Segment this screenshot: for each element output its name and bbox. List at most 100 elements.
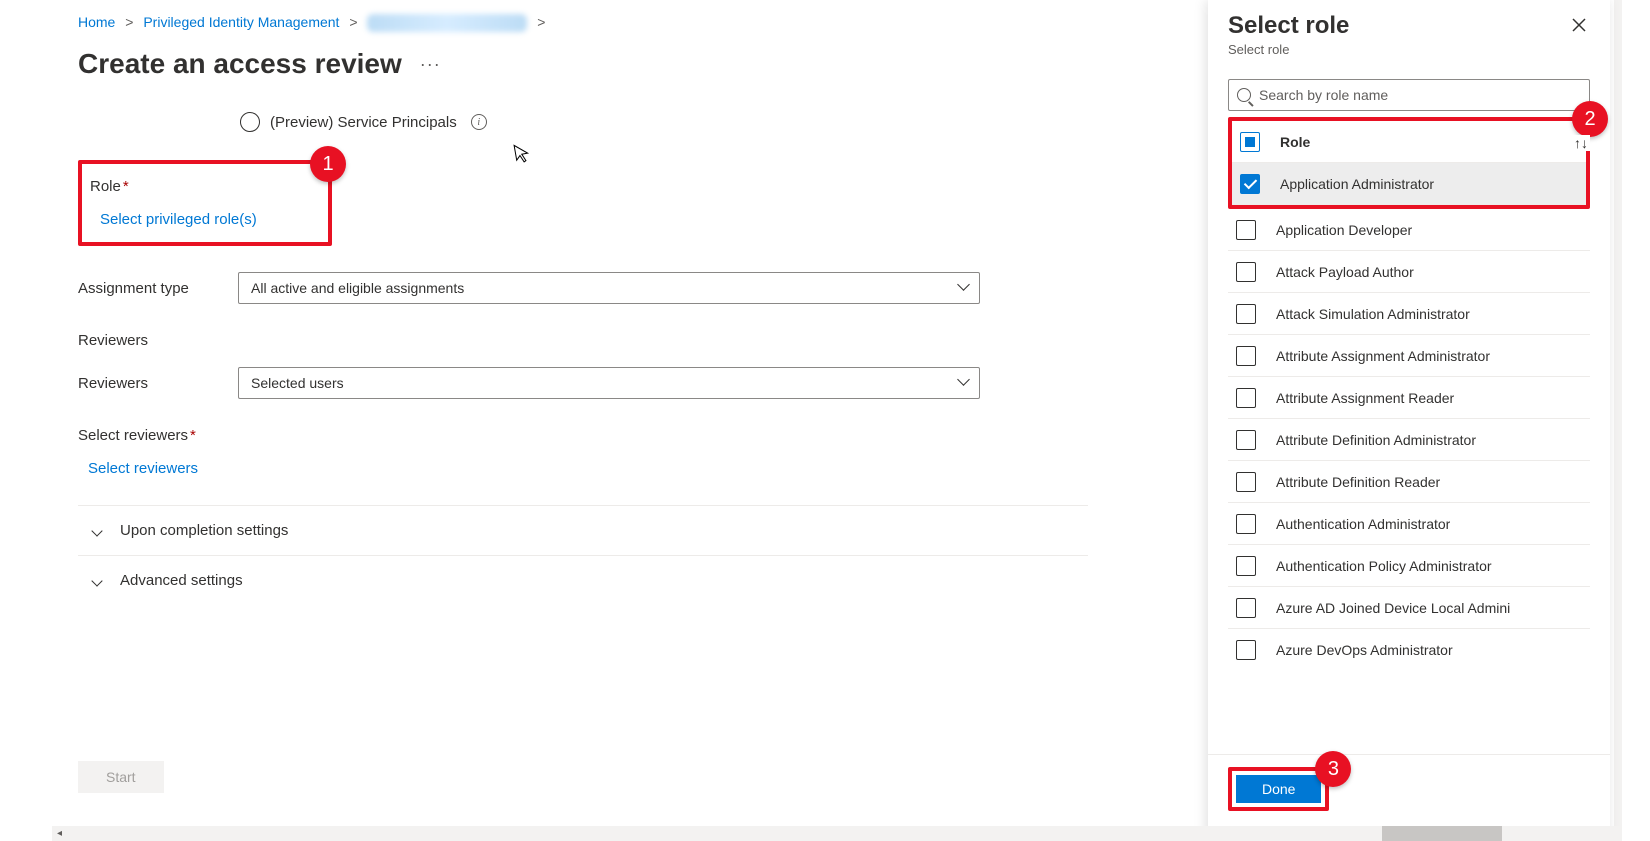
select-reviewers-link[interactable]: Select reviewers [88,460,1088,477]
role-row[interactable]: Authentication Administrator [1228,503,1590,545]
done-button-callout: 3 Done [1228,767,1329,811]
role-checkbox[interactable] [1236,262,1256,282]
footer-bar: Start [78,761,978,793]
callout-badge-3: 3 [1315,751,1351,787]
vertical-scrollbar[interactable] [1614,0,1622,841]
search-placeholder: Search by role name [1259,87,1388,103]
role-row[interactable]: Azure DevOps Administrator [1228,629,1590,671]
role-checkbox[interactable] [1236,640,1256,660]
scrollbar-thumb[interactable] [1382,826,1502,841]
breadcrumb-redacted [367,14,527,32]
chevron-down-icon [959,377,971,389]
role-name: Authentication Administrator [1276,516,1450,532]
role-checkbox[interactable] [1236,556,1256,576]
dropdown-value: Selected users [251,375,344,391]
radio-label: (Preview) Service Principals [270,114,457,131]
chevron-down-icon [90,577,104,585]
role-column-header[interactable]: Role [1232,121,1586,163]
role-row[interactable]: Application Developer [1228,209,1590,251]
role-checkbox[interactable] [1236,598,1256,618]
role-row[interactable]: Azure AD Joined Device Local Admini [1228,587,1590,629]
role-name: Azure AD Joined Device Local Admini [1276,600,1510,616]
select-reviewers-label: Select reviewers* [78,427,1088,444]
page-title: Create an access review [78,48,402,80]
reviewers-dropdown[interactable]: Selected users [238,367,980,399]
select-role-panel: Select role Select role Search by role n… [1208,0,1610,841]
horizontal-scrollbar[interactable]: ◂ [52,826,1622,841]
role-checkbox[interactable] [1236,472,1256,492]
role-row[interactable]: Attribute Definition Reader [1228,461,1590,503]
panel-footer: 3 Done [1208,754,1610,811]
start-button[interactable]: Start [78,761,164,793]
main-content: Home > Privileged Identity Management > … [0,0,1088,841]
role-row[interactable]: Attack Simulation Administrator [1228,293,1590,335]
chevron-down-icon [959,282,971,294]
role-checkbox[interactable] [1236,430,1256,450]
role-checkbox[interactable] [1236,514,1256,534]
reviewers-heading: Reviewers [78,332,1088,349]
column-header-label: Role [1280,134,1310,150]
close-icon[interactable] [1568,12,1590,41]
info-icon[interactable]: i [471,114,487,130]
role-field-label: Role* [90,178,316,195]
role-row[interactable]: Authentication Policy Administrator [1228,545,1590,587]
role-row[interactable]: Attribute Assignment Administrator [1228,335,1590,377]
dropdown-value: All active and eligible assignments [251,280,464,296]
select-roles-link[interactable]: Select privileged role(s) [100,211,316,228]
role-name: Attribute Definition Administrator [1276,432,1476,448]
search-icon [1237,88,1251,102]
role-row[interactable]: Application Administrator [1232,163,1586,205]
reviewers-row: Reviewers Selected users [78,367,1088,399]
reviewers-label: Reviewers [78,375,238,392]
panel-subtitle: Select role [1228,42,1349,57]
role-name: Attack Payload Author [1276,264,1414,280]
upon-completion-expander[interactable]: Upon completion settings [78,505,1088,555]
select-reviewers-block: Select reviewers* Select reviewers [78,427,1088,477]
radio-icon [240,112,260,132]
breadcrumb-pim[interactable]: Privileged Identity Management [143,14,339,30]
chevron-down-icon [90,527,104,535]
breadcrumb-home[interactable]: Home [78,14,115,30]
role-name: Attribute Assignment Administrator [1276,348,1490,364]
role-name: Attribute Assignment Reader [1276,390,1454,406]
page-title-row: Create an access review ··· [78,48,1088,80]
role-name: Application Administrator [1280,176,1434,192]
role-checkbox[interactable] [1236,304,1256,324]
role-name: Azure DevOps Administrator [1276,642,1453,658]
role-checkbox[interactable] [1236,346,1256,366]
done-button[interactable]: Done [1236,775,1321,803]
more-icon[interactable]: ··· [420,54,441,75]
role-name: Attribute Definition Reader [1276,474,1440,490]
callout-badge-2: 2 [1572,101,1608,137]
role-name: Application Developer [1276,222,1412,238]
scope-radio-service-principals[interactable]: (Preview) Service Principals i [240,112,1088,132]
cursor-icon [513,142,533,169]
role-search-input[interactable]: Search by role name [1228,79,1590,111]
role-section-callout: 1 Role* Select privileged role(s) [78,160,332,246]
breadcrumb-sep-icon: > [125,14,133,30]
assignment-type-row: Assignment type All active and eligible … [78,272,1088,304]
expander-label: Upon completion settings [120,522,288,539]
assignment-type-dropdown[interactable]: All active and eligible assignments [238,272,980,304]
role-checkbox[interactable] [1240,174,1260,194]
role-checkbox[interactable] [1236,388,1256,408]
role-name: Authentication Policy Administrator [1276,558,1492,574]
role-checkbox[interactable] [1236,220,1256,240]
breadcrumb: Home > Privileged Identity Management > … [78,14,1088,32]
select-all-checkbox[interactable] [1240,132,1260,152]
advanced-settings-expander[interactable]: Advanced settings [78,555,1088,605]
breadcrumb-sep-icon: > [537,14,545,30]
scroll-left-icon[interactable]: ◂ [52,826,67,841]
panel-title: Select role [1228,12,1349,40]
role-list: Application Developer Attack Payload Aut… [1228,209,1590,671]
expander-label: Advanced settings [120,572,243,589]
role-name: Attack Simulation Administrator [1276,306,1470,322]
role-header-and-selected-callout: 2 ↑↓ Role Application Administrator [1228,117,1590,209]
role-row[interactable]: Attribute Assignment Reader [1228,377,1590,419]
role-row[interactable]: Attribute Definition Administrator [1228,419,1590,461]
panel-header: Select role Select role [1228,12,1590,79]
assignment-type-label: Assignment type [78,280,238,297]
callout-badge-1: 1 [310,146,346,182]
sort-icon[interactable]: ↑↓ [1572,135,1590,151]
role-row[interactable]: Attack Payload Author [1228,251,1590,293]
